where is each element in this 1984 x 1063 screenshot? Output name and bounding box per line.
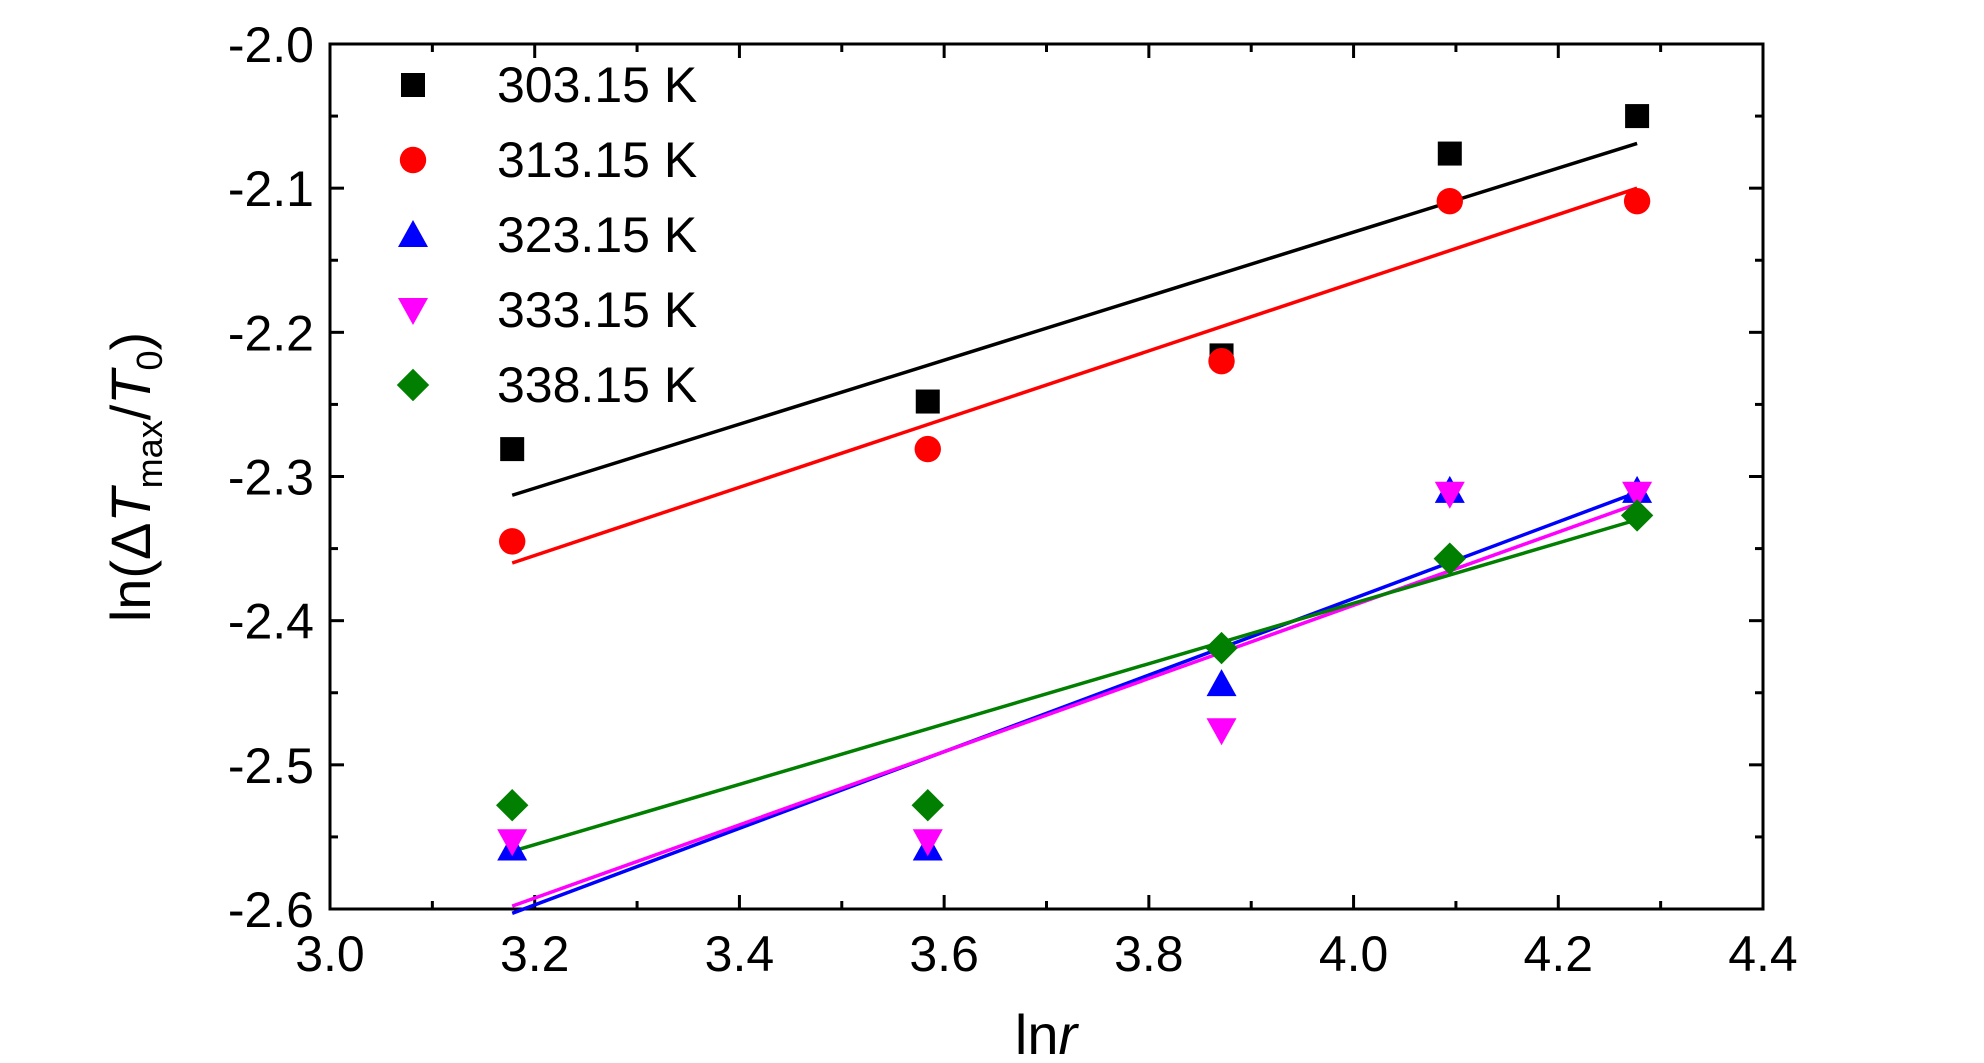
data-point (1434, 481, 1465, 509)
y-tick-label: -2.2 (228, 305, 314, 361)
data-point (912, 829, 943, 857)
legend-label: 323.15 K (497, 207, 697, 263)
data-point (911, 789, 944, 822)
data-point (1433, 542, 1466, 575)
fit-line (511, 186, 1638, 565)
x-axis-title-var: r (1058, 1003, 1079, 1063)
x-tick-label: 3.2 (500, 926, 570, 982)
data-point (1623, 187, 1651, 215)
legend-marker (401, 73, 425, 97)
x-tick-label: 4.0 (1319, 926, 1389, 982)
y-title-slash: / (99, 404, 162, 420)
fit-line (511, 490, 1638, 915)
data-points (495, 104, 1654, 861)
x-tick-label: 4.4 (1728, 926, 1798, 982)
data-point (497, 829, 528, 857)
x-tick-label: 3.6 (909, 926, 979, 982)
data-point (1436, 187, 1463, 215)
y-title-close: ) (99, 332, 162, 351)
legend-label: 338.15 K (497, 357, 697, 413)
legend: 303.15 K 313.15 K 323.15 K 333.15 K 338.15 K (396, 57, 697, 413)
y-axis-title: ln(ΔTmax/T0) (99, 332, 170, 622)
y-title-delta: Δ (99, 523, 162, 560)
data-point (498, 528, 526, 555)
data-point (1208, 347, 1235, 375)
legend-label: 313.15 K (497, 132, 697, 188)
y-title-t2: T (99, 367, 162, 405)
x-tick-label: 4.2 (1524, 926, 1594, 982)
legend-marker (398, 298, 428, 325)
x-axis-title: lnr (1015, 1003, 1080, 1063)
y-tick-label: -2.6 (228, 882, 314, 938)
data-point (1206, 718, 1237, 746)
y-title-t1: T (99, 485, 162, 523)
data-point (1620, 499, 1654, 532)
fit-line (511, 502, 1638, 908)
y-tick-label: -2.4 (228, 594, 314, 650)
data-point (1205, 631, 1238, 665)
y-title-prefix: ln( (99, 560, 162, 623)
y-tick-label: -2.5 (228, 738, 314, 794)
y-title-sub2: 0 (129, 350, 170, 370)
y-tick-label: -2.3 (228, 450, 314, 506)
x-tick-label: 3.4 (705, 926, 775, 982)
y-title-sub: max (129, 420, 170, 488)
fit-line (511, 518, 1638, 854)
data-point (500, 437, 525, 462)
x-axis: 3.0 3.2 3.4 3.6 3.8 4.0 4.2 4.4 (295, 44, 1798, 982)
data-point (1437, 141, 1462, 166)
data-point (1206, 669, 1237, 697)
x-tick-label: 3.0 (295, 926, 365, 982)
legend-marker (399, 146, 427, 174)
data-point (495, 789, 529, 822)
x-tick-label: 3.8 (1114, 926, 1184, 982)
data-point (914, 435, 941, 463)
y-tick-label: -2.0 (228, 17, 314, 73)
x-axis-title-prefix: ln (1015, 1003, 1059, 1063)
legend-marker (398, 220, 428, 247)
legend-label: 333.15 K (497, 282, 697, 338)
data-point (915, 389, 940, 414)
data-point (1622, 481, 1653, 509)
y-axis: -2.0 -2.1 -2.2 -2.3 -2.4 -2.5 -2.6 (228, 17, 1763, 938)
legend-marker (396, 368, 430, 402)
y-tick-label: -2.1 (228, 161, 314, 217)
legend-label: 303.15 K (497, 57, 697, 113)
data-point (1625, 104, 1650, 129)
